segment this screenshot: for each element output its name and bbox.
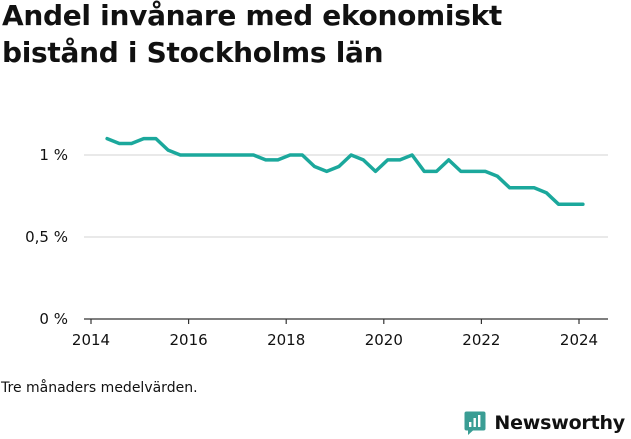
- chart-footnote: Tre månaders medelvärden.: [1, 380, 198, 396]
- y-axis-tick-labels: 0 % 0,5 % 1 %: [25, 146, 68, 328]
- x-tick-label: 2024: [560, 331, 598, 349]
- y-tick-label: 0 %: [39, 310, 68, 328]
- x-tick-label: 2022: [462, 331, 500, 349]
- x-tick-label: 2016: [170, 331, 208, 349]
- x-tick-label: 2020: [365, 331, 403, 349]
- series-layer: [105, 136, 585, 206]
- x-tick-label: 2018: [267, 331, 305, 349]
- y-tick-label: 1 %: [39, 146, 68, 164]
- series-line: [105, 136, 585, 206]
- brand-name: Newsworthy: [494, 412, 625, 434]
- grid-lines: [84, 154, 608, 238]
- newsworthy-logo-icon: [464, 411, 486, 435]
- chart-title: Andel invånare med ekonomiskt bistånd i …: [2, 0, 503, 69]
- y-tick-label: 0,5 %: [25, 228, 68, 246]
- x-axis: 2014 2016 2018 2020 2022 2024: [72, 318, 608, 349]
- newsworthy-brand: Newsworthy: [464, 411, 625, 435]
- x-tick-label: 2014: [72, 331, 110, 349]
